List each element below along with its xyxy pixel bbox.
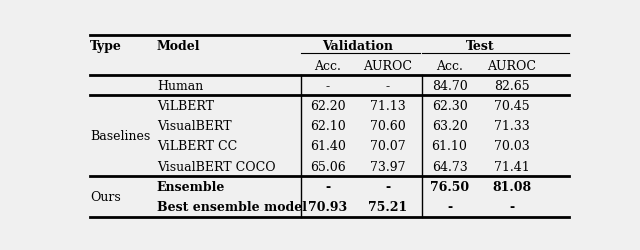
Text: Baselines: Baselines — [90, 130, 150, 143]
Text: -: - — [385, 80, 390, 92]
Text: 70.60: 70.60 — [370, 120, 405, 133]
Text: 62.10: 62.10 — [310, 120, 346, 133]
Text: 75.21: 75.21 — [368, 200, 407, 213]
Text: Ensemble: Ensemble — [157, 180, 225, 193]
Text: 70.07: 70.07 — [370, 140, 405, 153]
Text: Ours: Ours — [90, 190, 121, 203]
Text: 81.08: 81.08 — [492, 180, 531, 193]
Text: 63.20: 63.20 — [431, 120, 467, 133]
Text: Acc.: Acc. — [315, 60, 341, 72]
Text: 84.70: 84.70 — [431, 80, 467, 92]
Text: 65.06: 65.06 — [310, 160, 346, 173]
Text: -: - — [325, 180, 331, 193]
Text: 71.13: 71.13 — [370, 100, 405, 112]
Text: 71.41: 71.41 — [493, 160, 529, 173]
Text: 70.03: 70.03 — [493, 140, 529, 153]
Text: -: - — [385, 180, 390, 193]
Text: Type: Type — [90, 39, 122, 52]
Text: 76.50: 76.50 — [430, 180, 469, 193]
Text: 82.65: 82.65 — [493, 80, 529, 92]
Text: 62.20: 62.20 — [310, 100, 346, 112]
Text: Best ensemble model: Best ensemble model — [157, 200, 307, 213]
Text: -: - — [447, 200, 452, 213]
Text: AUROC: AUROC — [487, 60, 536, 72]
Text: 64.73: 64.73 — [431, 160, 467, 173]
Text: Model: Model — [157, 39, 200, 52]
Text: 61.40: 61.40 — [310, 140, 346, 153]
Text: -: - — [509, 200, 514, 213]
Text: 61.10: 61.10 — [431, 140, 467, 153]
Text: -: - — [326, 80, 330, 92]
Text: ViLBERT CC: ViLBERT CC — [157, 140, 237, 153]
Text: ViLBERT: ViLBERT — [157, 100, 214, 112]
Text: 62.30: 62.30 — [431, 100, 467, 112]
Text: AUROC: AUROC — [363, 60, 412, 72]
Text: 73.97: 73.97 — [370, 160, 405, 173]
Text: VisualBERT COCO: VisualBERT COCO — [157, 160, 275, 173]
Text: 71.33: 71.33 — [493, 120, 529, 133]
Text: Acc.: Acc. — [436, 60, 463, 72]
Text: VisualBERT: VisualBERT — [157, 120, 232, 133]
Text: Test: Test — [466, 39, 495, 52]
Text: 70.45: 70.45 — [493, 100, 529, 112]
Text: Human: Human — [157, 80, 203, 92]
Text: 70.93: 70.93 — [308, 200, 348, 213]
Text: Validation: Validation — [323, 39, 393, 52]
